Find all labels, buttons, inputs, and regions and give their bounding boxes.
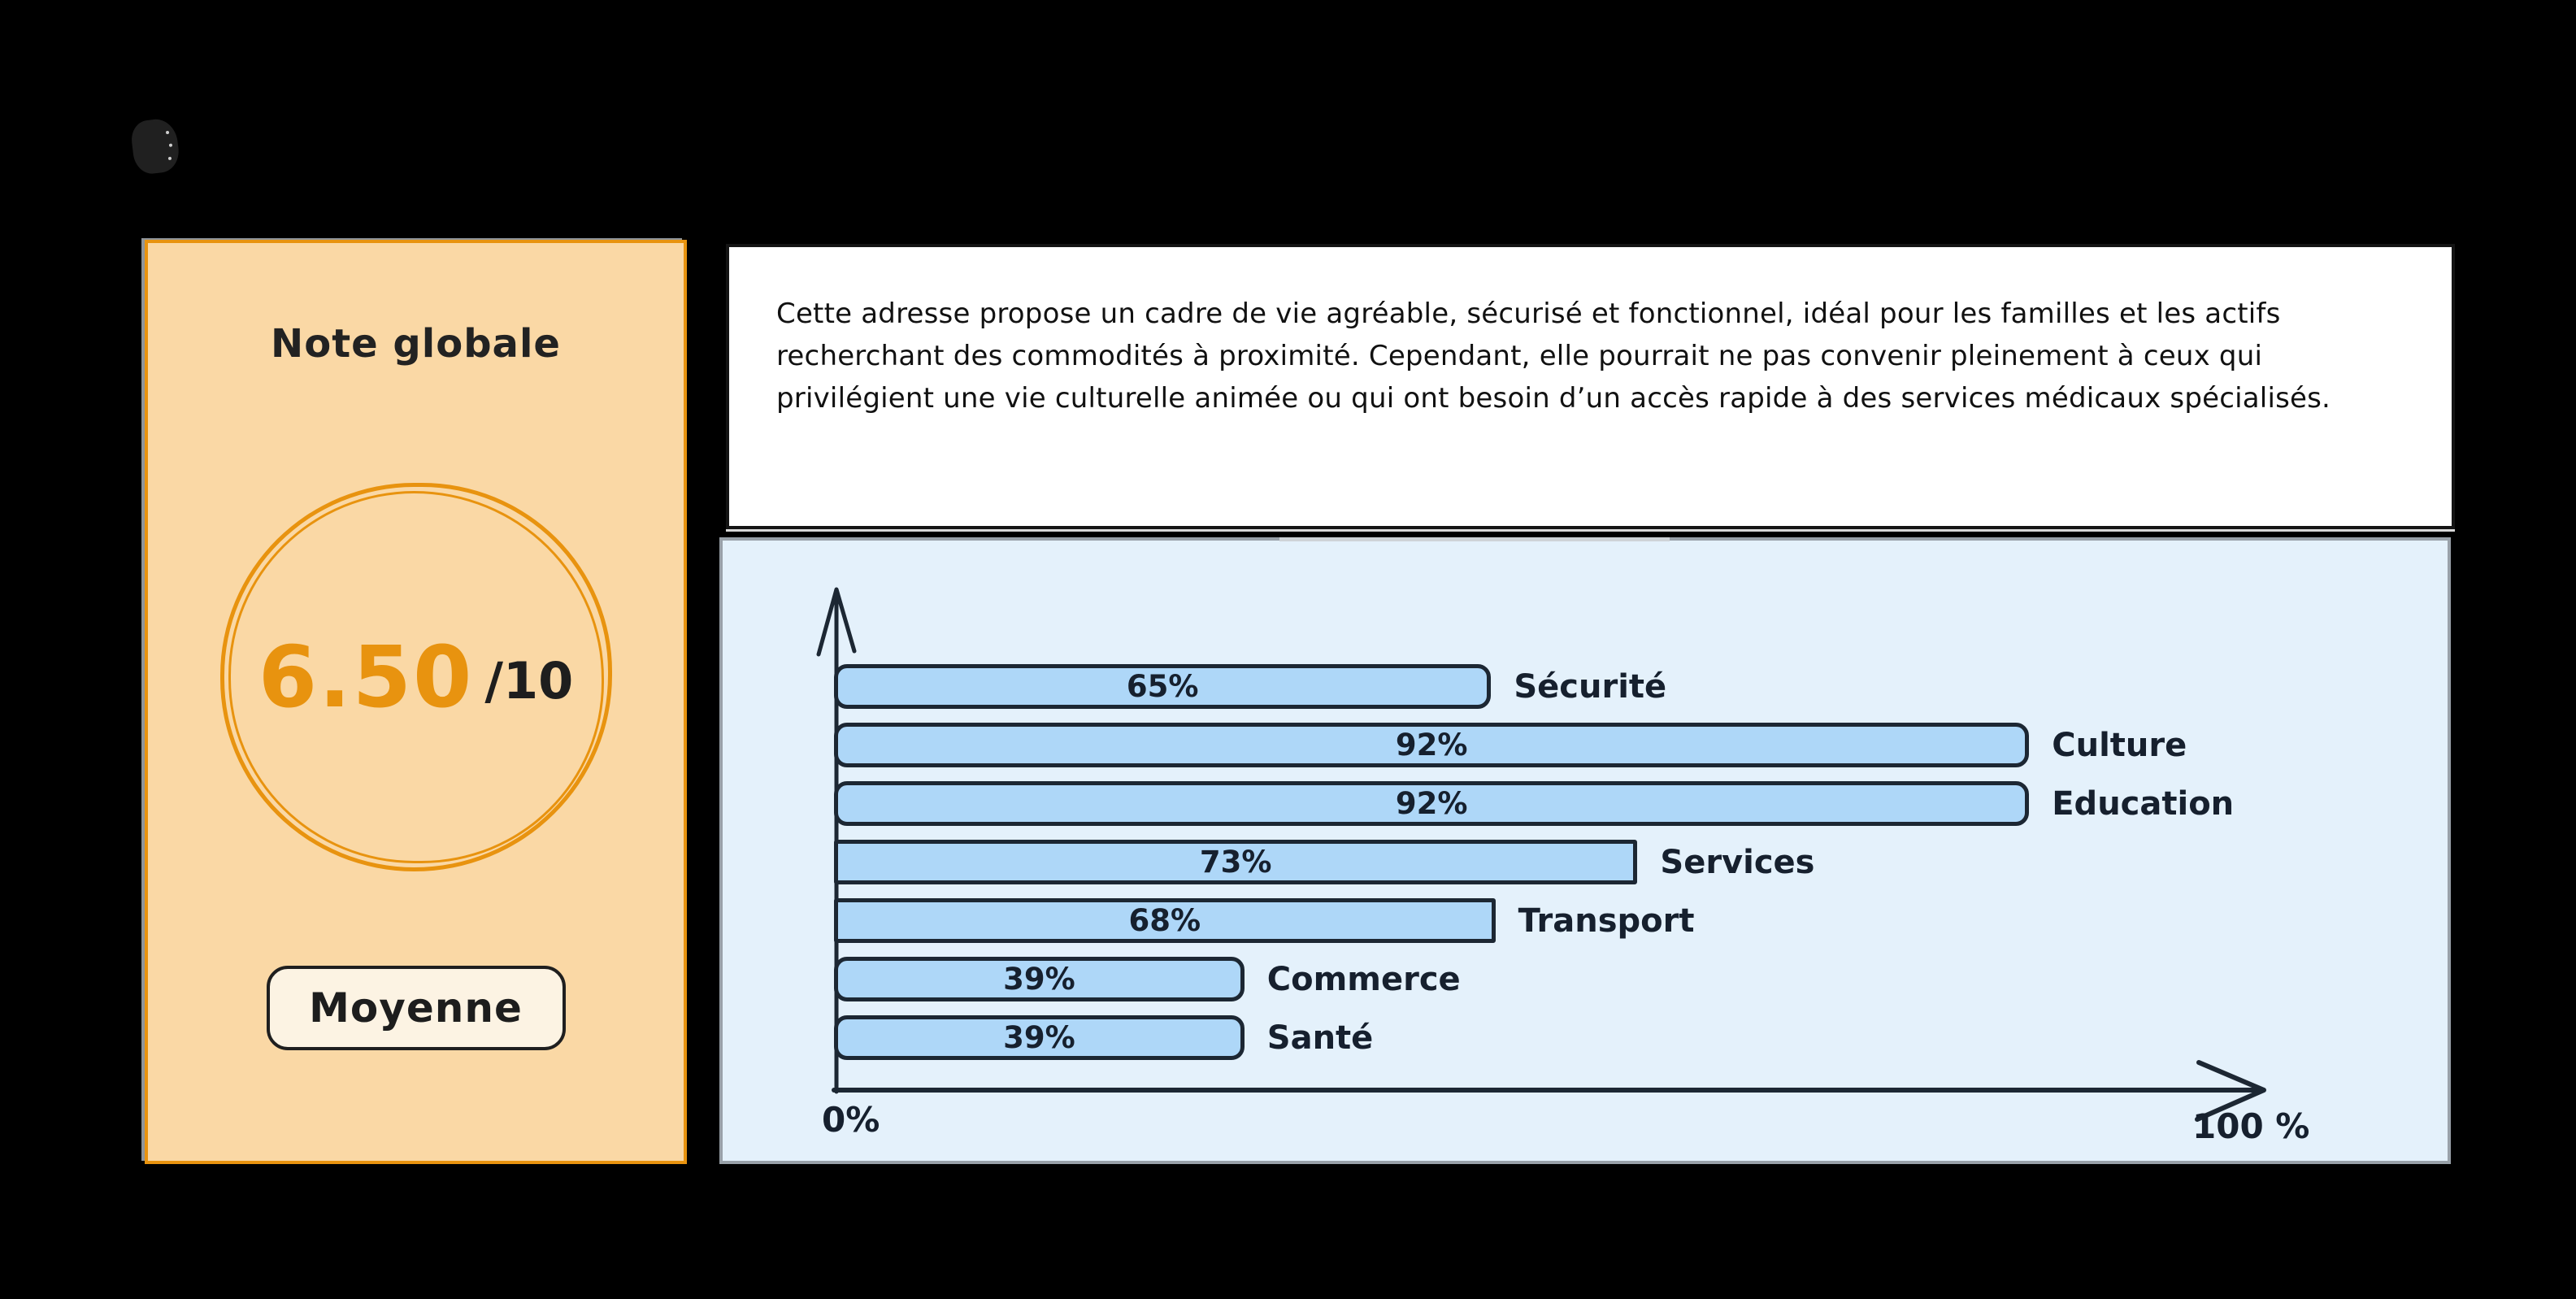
score-value: 6.50 [258, 628, 474, 727]
x-axis-max-label: 100 % [2192, 1106, 2310, 1146]
rating-badge: Moyenne [266, 966, 566, 1050]
chart-bar-row: 73% Services [834, 840, 1815, 884]
bar-sante: 39% [834, 1015, 1245, 1060]
chart-bar-row: 39% Santé [834, 1015, 1373, 1060]
card-top-highlight [1279, 537, 1670, 541]
bar-category-label: Commerce [1266, 960, 1461, 998]
score-card: Note globale 6.50 /10 Moyenne [145, 240, 687, 1164]
bar-value-label: 39% [1003, 1020, 1075, 1055]
bar-category-label: Culture [2052, 726, 2187, 764]
score-denominator: /10 [484, 650, 574, 710]
score-card-title: Note globale [271, 321, 561, 367]
bar-value-label: 92% [1395, 728, 1468, 762]
x-axis-min-label: 0% [822, 1100, 880, 1140]
bar-category-label: Education [2052, 784, 2235, 823]
bar-value-label: 68% [1128, 903, 1201, 938]
bar-culture: 92% [834, 723, 2030, 767]
chart-bar-row: 65% Sécurité [834, 664, 1666, 709]
bar-value-label: 65% [1126, 669, 1199, 704]
chart-bar-row: 39% Commerce [834, 957, 1461, 1001]
bar-category-label: Transport [1518, 901, 1695, 940]
summary-text: Cette adresse propose un cadre de vie ag… [776, 298, 2331, 415]
summary-card: Cette adresse propose un cadre de vie ag… [726, 244, 2455, 529]
bar-securite: 65% [834, 664, 1492, 709]
chart-bar-row: 92% Education [834, 781, 2234, 826]
y-axis-arrow [816, 587, 857, 657]
bar-value-label: 73% [1199, 845, 1272, 880]
bar-category-label: Services [1660, 843, 1815, 881]
bar-commerce: 39% [834, 957, 1245, 1001]
bar-services: 73% [834, 840, 1638, 884]
chart-bar-row: 92% Culture [834, 723, 2187, 767]
score-circle: 6.50 /10 [219, 483, 612, 871]
bar-category-label: Santé [1266, 1019, 1374, 1057]
bar-education: 92% [834, 781, 2030, 826]
chart-bar-row: 68% Transport [834, 898, 1695, 943]
score-bar-chart-card: 65% Sécurité 92% Culture 92% Education 73% Serv… [719, 537, 2451, 1164]
bar-category-label: Sécurité [1514, 667, 1667, 706]
bar-value-label: 39% [1003, 962, 1075, 997]
app-logo-icon [129, 116, 181, 176]
bar-value-label: 92% [1395, 786, 1468, 821]
x-axis-arrow [2195, 1060, 2266, 1122]
bar-transport: 68% [834, 898, 1496, 943]
